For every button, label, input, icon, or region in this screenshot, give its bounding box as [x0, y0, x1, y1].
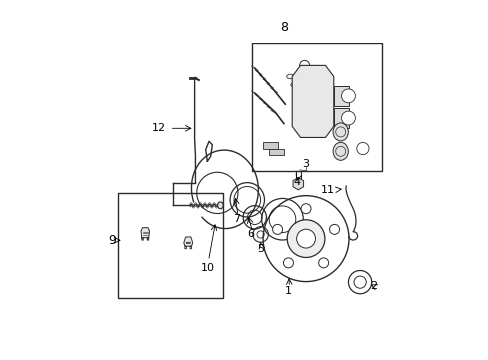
Ellipse shape [332, 142, 347, 160]
Circle shape [318, 258, 328, 268]
Bar [251, 43, 382, 171]
Text: 9: 9 [108, 234, 116, 247]
Circle shape [286, 220, 324, 257]
Ellipse shape [217, 202, 223, 209]
Circle shape [301, 204, 310, 214]
Circle shape [329, 224, 339, 234]
Bar [333, 108, 348, 128]
Circle shape [296, 229, 315, 248]
Polygon shape [292, 66, 333, 138]
Circle shape [341, 111, 355, 125]
Text: 5: 5 [257, 244, 264, 254]
Bar [117, 193, 223, 298]
Circle shape [272, 224, 282, 234]
Text: 12: 12 [152, 123, 166, 133]
Text: 3: 3 [302, 159, 309, 169]
Polygon shape [141, 228, 149, 238]
Ellipse shape [332, 123, 347, 141]
Circle shape [341, 89, 355, 103]
Bar [333, 86, 348, 105]
Text: 1: 1 [284, 286, 291, 296]
Text: 2: 2 [369, 281, 376, 291]
Text: 8: 8 [280, 22, 288, 35]
Text: 4: 4 [293, 177, 300, 187]
Polygon shape [183, 237, 192, 246]
Circle shape [283, 258, 293, 268]
Text: 11: 11 [321, 185, 334, 195]
Text: 10: 10 [200, 263, 214, 273]
Bar [263, 143, 278, 149]
Bar [268, 149, 284, 156]
Text: 6: 6 [246, 229, 254, 239]
Text: 7: 7 [232, 214, 239, 224]
